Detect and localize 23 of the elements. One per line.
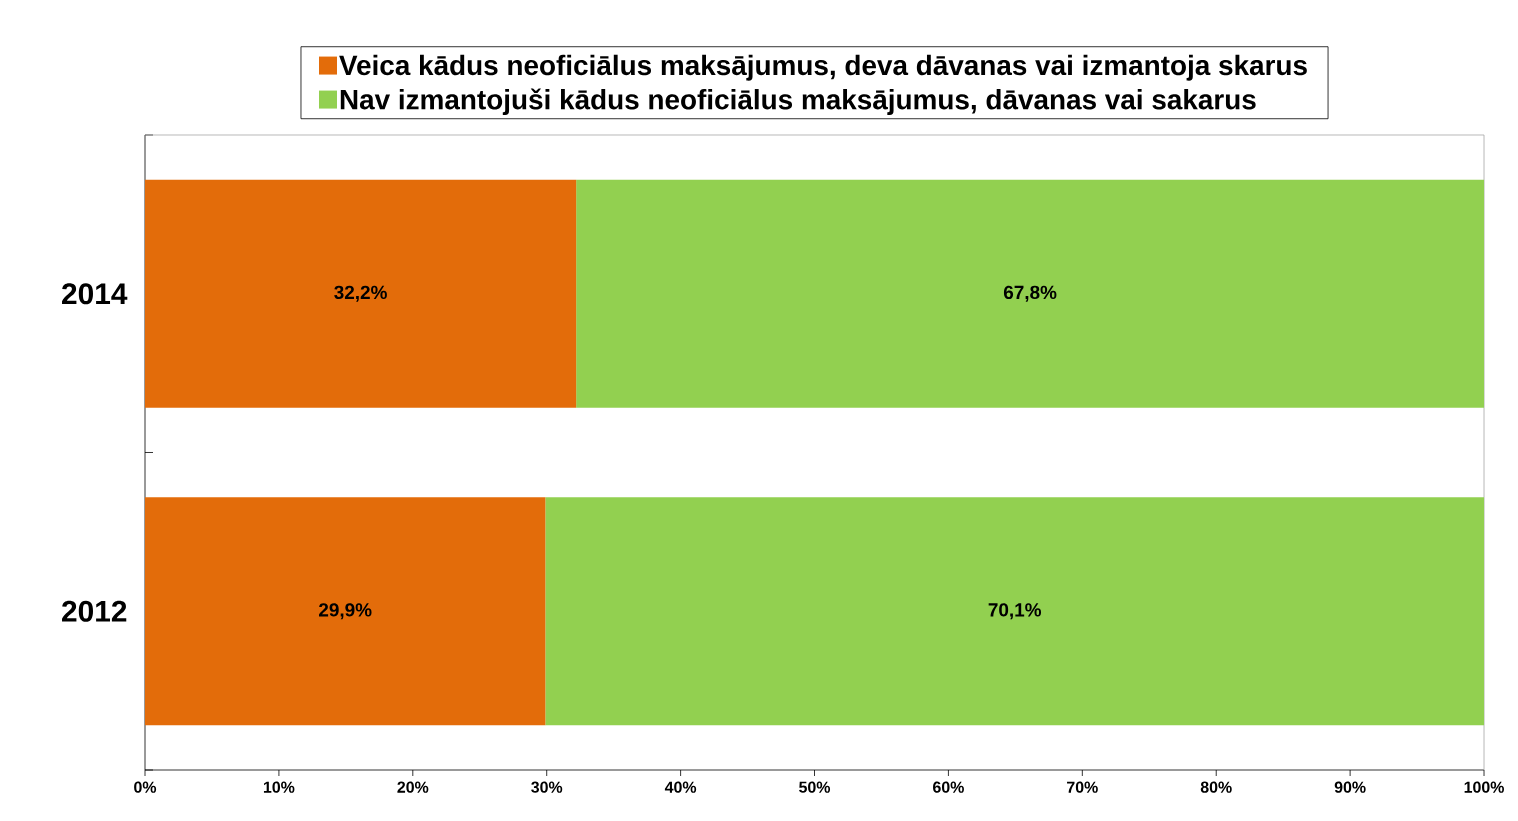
data-label: 32,2% <box>334 285 387 302</box>
data-label: 70,1% <box>988 603 1042 620</box>
data-label: 67,8% <box>1003 285 1057 302</box>
x-tick-label: 80% <box>1200 781 1232 793</box>
y-tick-label: 2014 <box>62 283 128 305</box>
bar <box>145 179 577 408</box>
x-tick-label: 90% <box>1334 781 1366 793</box>
bar <box>545 497 1485 726</box>
x-tick-label: 60% <box>933 781 964 793</box>
x-tick-label: 100% <box>1464 781 1504 793</box>
x-tick-label: 30% <box>531 781 563 793</box>
x-tick-label: 20% <box>397 781 429 793</box>
x-tick-label: 0% <box>134 781 157 793</box>
x-tick-label: 70% <box>1067 781 1098 793</box>
x-tick-label: 40% <box>664 781 697 793</box>
data-label: 29,9% <box>319 603 372 620</box>
y-tick-label: 2012 <box>62 600 127 622</box>
bar <box>145 497 546 726</box>
legend-label: Veica kādus neoficiālus maksājumus, deva dāvanas vai izmantoja skarus <box>339 54 1307 81</box>
bar <box>576 179 1485 408</box>
x-tick-label: 50% <box>799 781 831 793</box>
legend-label: Nav izmantojuši kādus neoficiālus maksājumus, dāvanas vai sakarus <box>340 88 1256 116</box>
x-tick-label: 10% <box>263 781 295 793</box>
